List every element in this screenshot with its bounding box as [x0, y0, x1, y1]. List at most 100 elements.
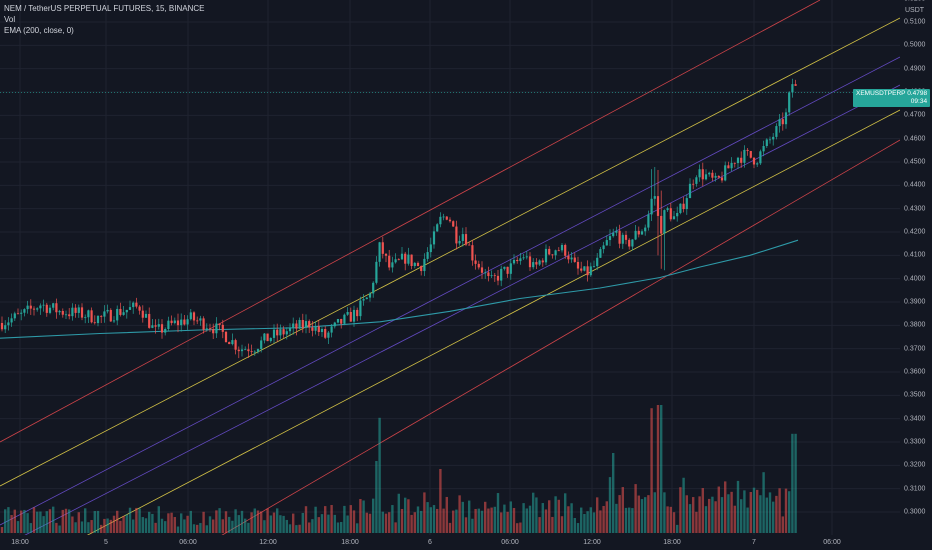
- time-axis[interactable]: 18:00 5 06:00 12:00 18:00 6 06:00 12:00 18:00 7 06…: [0, 535, 900, 550]
- last-price-symbol: XEMUSDTPERP: [856, 90, 906, 97]
- volume-bar: [10, 515, 13, 533]
- candle-body: [368, 293, 372, 298]
- volume-bar: [544, 509, 548, 533]
- candle-body: [45, 304, 48, 313]
- volume-bar: [525, 508, 528, 533]
- candle-body: [461, 234, 464, 241]
- candle-body: [333, 322, 336, 327]
- channel-line: [221, 139, 900, 535]
- time-tick: 12:00: [259, 539, 277, 546]
- candle-body: [352, 309, 356, 322]
- candle-body: [42, 304, 45, 306]
- volume-bar: [71, 516, 74, 533]
- candle-body: [36, 308, 39, 310]
- candle-body: [605, 240, 608, 246]
- volume-bar: [356, 523, 359, 533]
- volume-bar: [666, 506, 669, 533]
- volume-bar: [413, 512, 416, 533]
- volume-bar: [253, 508, 256, 533]
- candle-body: [167, 320, 170, 329]
- volume-bar: [378, 417, 381, 533]
- candle-body: [349, 312, 352, 322]
- candle-body: [324, 328, 327, 338]
- volume-bar: [736, 480, 740, 533]
- volume-label: Vol: [4, 15, 16, 24]
- volume-bar: [397, 493, 400, 533]
- volume-bar: [64, 508, 68, 533]
- candle-body: [160, 324, 164, 333]
- volume-bar: [141, 517, 144, 533]
- candle-body: [144, 313, 148, 318]
- candle-body: [330, 326, 333, 333]
- candle-body: [493, 275, 496, 277]
- candle-body: [212, 329, 215, 334]
- volume-bar: [128, 507, 132, 533]
- volume-bar: [80, 521, 84, 533]
- candlesticks: [0, 78, 797, 359]
- volume-bar: [493, 506, 496, 533]
- volume-bar: [724, 481, 727, 533]
- volume-bar: [656, 405, 660, 533]
- candle-body: [666, 208, 669, 211]
- price-axis[interactable]: 0.52000.51000.50000.49000.48000.47000.46…: [900, 0, 932, 535]
- volume-bar: [346, 515, 349, 533]
- volume-bar: [148, 511, 151, 533]
- volume-bar: [359, 499, 362, 533]
- candle-body: [362, 299, 365, 301]
- candle-body: [727, 165, 730, 169]
- volume-bar: [500, 512, 503, 533]
- volume-bar: [727, 494, 730, 533]
- volume-bar: [103, 518, 106, 533]
- volume-bar: [74, 522, 77, 533]
- volume-bar: [480, 510, 484, 533]
- candle-body: [704, 174, 708, 180]
- candle-body: [228, 342, 231, 345]
- volume-bar: [135, 507, 138, 533]
- candle-body: [519, 258, 522, 262]
- volume-bars: [0, 405, 797, 533]
- volume-bar: [762, 472, 765, 533]
- price-tick: 0.4000: [904, 275, 926, 283]
- volume-bar: [109, 519, 112, 533]
- volume-bar: [688, 504, 692, 533]
- volume-bar: [784, 488, 788, 533]
- candle-body: [308, 321, 311, 328]
- volume-bar: [749, 491, 752, 533]
- candle-body: [509, 263, 512, 274]
- candle-body: [455, 226, 458, 244]
- volume-bar: [522, 503, 525, 533]
- price-tick: 0.3900: [904, 298, 926, 306]
- time-tick: 06:00: [823, 539, 841, 546]
- volume-bar: [685, 495, 688, 533]
- volume-bar: [768, 492, 772, 533]
- candle-body: [468, 244, 471, 246]
- candle-body: [84, 317, 87, 319]
- volume-bar: [503, 504, 506, 533]
- volume-bar: [125, 514, 128, 533]
- volume-bar: [170, 512, 173, 533]
- candle-body: [269, 337, 272, 342]
- price-tick: 0.4200: [904, 228, 926, 236]
- candle-body: [359, 300, 362, 317]
- candle-body: [423, 258, 426, 272]
- volume-bar: [167, 513, 170, 533]
- volume-bar: [423, 492, 426, 533]
- candle-body: [743, 149, 746, 163]
- candle-body: [634, 230, 637, 240]
- volume-bar: [68, 509, 71, 533]
- candle-body: [506, 266, 509, 274]
- volume-bar: [679, 487, 682, 533]
- candle-body: [512, 259, 516, 264]
- candle-body: [29, 305, 32, 309]
- candle-body: [87, 310, 90, 318]
- volume-bar: [247, 522, 250, 533]
- candle-body: [132, 302, 135, 308]
- candle-body: [471, 245, 474, 261]
- volume-bar: [650, 408, 653, 533]
- candle-body: [740, 157, 743, 163]
- volume-bar: [461, 501, 464, 533]
- candle-body: [148, 313, 151, 328]
- price-chart[interactable]: [0, 0, 900, 535]
- candle-body: [631, 239, 634, 247]
- volume-bar: [391, 505, 394, 533]
